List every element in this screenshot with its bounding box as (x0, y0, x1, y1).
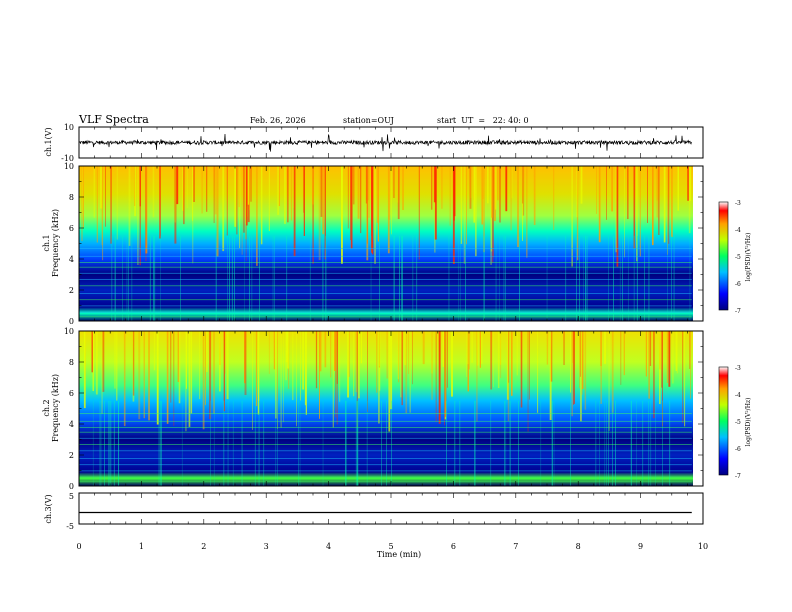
ch1-waveform-panel: 10 -10 ch.1(V) (44, 123, 704, 163)
ch1-ytick-bottom: -10 (61, 154, 74, 163)
ch2-spectrogram-image (79, 331, 693, 486)
x-tick-label-9: 9 (638, 542, 643, 551)
spec1-ylabel-channel: ch.1 (42, 234, 51, 251)
date-label: Feb. 26, 2026 (250, 116, 306, 125)
spec1-ytick-8: 8 (69, 193, 74, 202)
x-tick-label-5: 5 (388, 542, 393, 551)
colorbar-2-scale (718, 366, 729, 476)
spec1-ytick-0: 0 (69, 317, 74, 326)
cb1-tick-m4: -4 (735, 227, 741, 234)
cb1-tick-m3: -3 (735, 200, 741, 207)
x-axis-label: Time (min) (377, 550, 421, 559)
axis-ticks (78, 127, 704, 524)
ch3-v-label: ch.3(V) (44, 494, 53, 523)
ch1-spectrogram-panel: 10 8 6 4 2 0 ch.1 Frequency (kHz) (42, 162, 704, 326)
spec1-ylabel-frequency: Frequency (kHz) (51, 209, 60, 277)
start-time-label: start UT = 22: 40: 0 (437, 116, 529, 125)
x-tick-label-7: 7 (513, 542, 518, 551)
x-tick-label-3: 3 (264, 542, 269, 551)
ch3-ytick-bottom: -5 (66, 522, 74, 531)
colorbar-1-scale (718, 201, 729, 311)
cb2-tick-m5: -5 (735, 419, 741, 426)
ch1-waveform-line (78, 133, 692, 152)
spec1-ytick-2: 2 (69, 286, 74, 295)
cb2-tick-m4: -4 (735, 392, 741, 399)
x-tick-label-4: 4 (326, 542, 331, 551)
spec2-ylabel-channel: ch.2 (42, 399, 51, 416)
spec2-ytick-2: 2 (69, 451, 74, 460)
x-tick-label-8: 8 (576, 542, 581, 551)
cb2-tick-m7: -7 (735, 473, 741, 480)
spec1-ytick-4: 4 (69, 255, 74, 264)
spec2-ytick-4: 4 (69, 420, 74, 429)
spec2-ytick-10: 10 (64, 327, 74, 336)
x-tick-labels: 0 1 2 3 4 5 6 7 8 9 10 (76, 542, 708, 551)
ch1-spectrogram-texture (79, 166, 692, 321)
ch2-spectrogram-panel: 10 8 6 4 2 0 ch.2 Frequency (kHz) (42, 327, 704, 491)
colorbar-1: -3 -4 -5 -6 -7 log(PSD)(V²/Hz) (718, 200, 752, 315)
cb2-tick-m6: -6 (735, 446, 741, 453)
colorbar-2: -3 -4 -5 -6 -7 log(PSD)(V²/Hz) (718, 365, 752, 480)
cb1-label: log(PSD)(V²/Hz) (745, 233, 752, 282)
cb2-tick-m3: -3 (735, 365, 741, 372)
x-tick-label-0: 0 (76, 542, 81, 551)
x-tick-label-10: 10 (698, 542, 708, 551)
cb1-tick-m7: -7 (735, 308, 741, 315)
ch1-v-label: ch.1(V) (44, 127, 53, 156)
cb1-tick-m6: -6 (735, 281, 741, 288)
ch2-spectrogram-texture (79, 331, 692, 486)
spec1-ytick-10: 10 (64, 162, 74, 171)
figure-title: VLF Spectra (78, 113, 149, 126)
ch1-spectrogram-image (79, 166, 693, 321)
x-tick-label-2: 2 (201, 542, 206, 551)
ch3-waveform-panel: 5 -5 ch.3(V) (44, 492, 704, 531)
ch1-ytick-top: 10 (64, 123, 74, 132)
spec2-ytick-0: 0 (69, 482, 74, 491)
x-tick-label-6: 6 (451, 542, 456, 551)
ch3-ytick-top: 5 (69, 492, 74, 501)
station-label: station=OUJ (343, 116, 394, 125)
cb2-label: log(PSD)(V²/Hz) (745, 398, 752, 447)
spec1-ytick-6: 6 (69, 224, 74, 233)
spec2-ytick-8: 8 (69, 358, 74, 367)
spec2-ytick-6: 6 (69, 389, 74, 398)
cb1-tick-m5: -5 (735, 254, 741, 261)
x-tick-label-1: 1 (139, 542, 144, 551)
spec2-ylabel-frequency: Frequency (kHz) (51, 374, 60, 442)
